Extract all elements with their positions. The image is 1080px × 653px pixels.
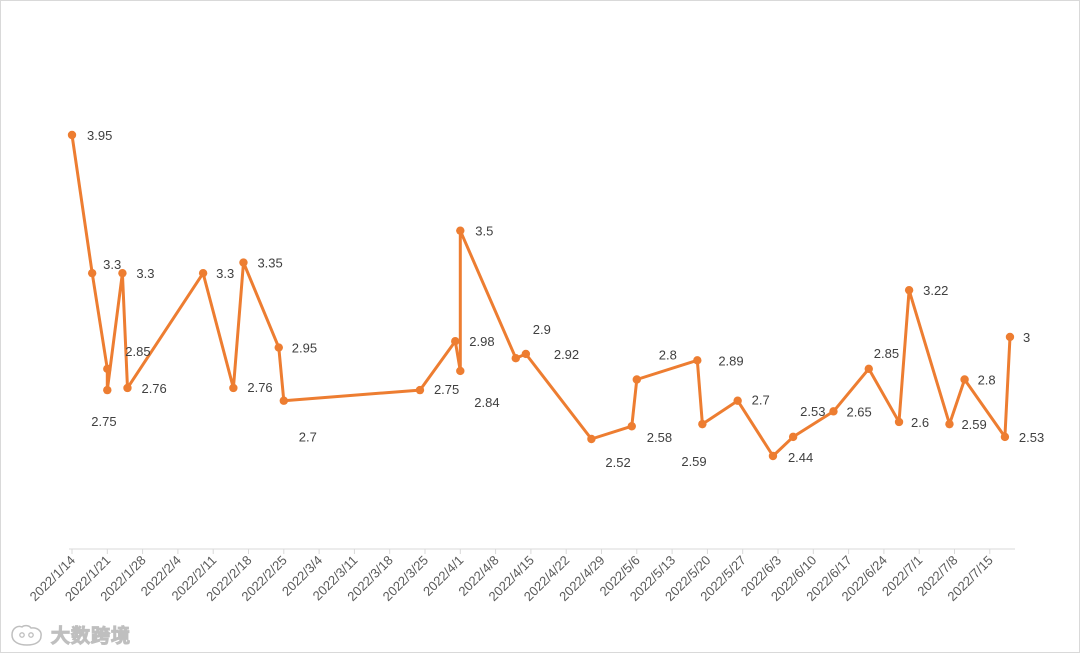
data-label: 3.35	[257, 256, 282, 271]
data-point	[198, 268, 208, 278]
data-label: 3.5	[475, 224, 493, 239]
data-label: 3.22	[923, 283, 948, 298]
data-point	[864, 364, 873, 374]
data-label: 2.98	[469, 334, 494, 349]
data-point	[1000, 432, 1010, 442]
data-label: 2.89	[718, 353, 743, 368]
data-label: 2.75	[434, 382, 459, 397]
data-point	[67, 130, 77, 140]
data-label: 2.44	[788, 450, 813, 465]
data-label: 2.76	[247, 380, 272, 395]
data-point	[829, 407, 838, 416]
data-point	[788, 432, 798, 442]
data-label: 2.84	[474, 395, 499, 410]
data-point	[627, 422, 636, 431]
series-line-group	[67, 130, 1015, 461]
data-point	[274, 343, 283, 352]
data-point	[632, 375, 641, 384]
watermark-text: 大数跨境	[50, 625, 132, 648]
data-label: 2.92	[554, 347, 579, 362]
data-label: 2.65	[846, 404, 871, 419]
data-label: 3.3	[136, 266, 154, 281]
data-point	[103, 364, 112, 374]
data-point	[415, 385, 425, 395]
data-label: 2.59	[961, 417, 986, 432]
data-point	[451, 337, 460, 346]
data-point	[123, 383, 132, 393]
data-point	[118, 268, 127, 278]
data-point	[904, 285, 914, 295]
data-point	[693, 356, 702, 365]
data-point	[103, 385, 112, 395]
watermark: 大数跨境	[9, 621, 131, 648]
data-point	[698, 419, 707, 429]
data-label: 2.8	[659, 347, 677, 362]
data-point	[768, 451, 778, 461]
data-labels: 3.95 3.3 2.85 2.75 3.3 2.76 3.3 2.76 3.35 2.95 2.7…	[87, 128, 1044, 470]
data-label: 2.52	[605, 455, 630, 470]
data-point	[456, 366, 465, 376]
data-label: 2.7	[752, 393, 770, 408]
data-point	[239, 258, 248, 267]
data-label: 2.85	[874, 346, 899, 361]
data-label: 3.3	[216, 266, 234, 281]
data-label: 3	[1023, 330, 1030, 345]
data-label: 2.85	[125, 344, 150, 359]
data-label: 3.3	[103, 257, 121, 272]
x-axis: 2022/1/142022/1/212022/1/282022/2/42022/…	[27, 548, 1016, 604]
data-label: 2.7	[299, 430, 317, 445]
data-label: 2.75	[91, 414, 116, 429]
data-point	[511, 354, 520, 363]
data-point	[229, 383, 238, 393]
data-label: 2.53	[800, 404, 825, 419]
data-label: 2.59	[681, 454, 706, 469]
data-label: 2.9	[533, 322, 551, 337]
data-label: 3.95	[87, 128, 112, 143]
data-point	[733, 396, 742, 405]
data-point	[587, 434, 596, 444]
data-point	[1005, 332, 1015, 342]
data-point	[279, 396, 288, 405]
data-label: 2.76	[141, 381, 166, 396]
data-label: 2.95	[292, 341, 317, 356]
data-point	[521, 349, 531, 359]
data-point	[87, 268, 97, 278]
data-point	[960, 375, 969, 384]
data-label: 2.6	[911, 415, 929, 430]
data-point	[456, 226, 465, 235]
data-label: 2.53	[1019, 430, 1044, 445]
data-label: 2.8	[978, 372, 996, 387]
data-label: 2.58	[647, 430, 672, 445]
cat-logo-icon	[11, 624, 42, 646]
data-point	[894, 417, 904, 427]
data-point	[945, 419, 954, 429]
